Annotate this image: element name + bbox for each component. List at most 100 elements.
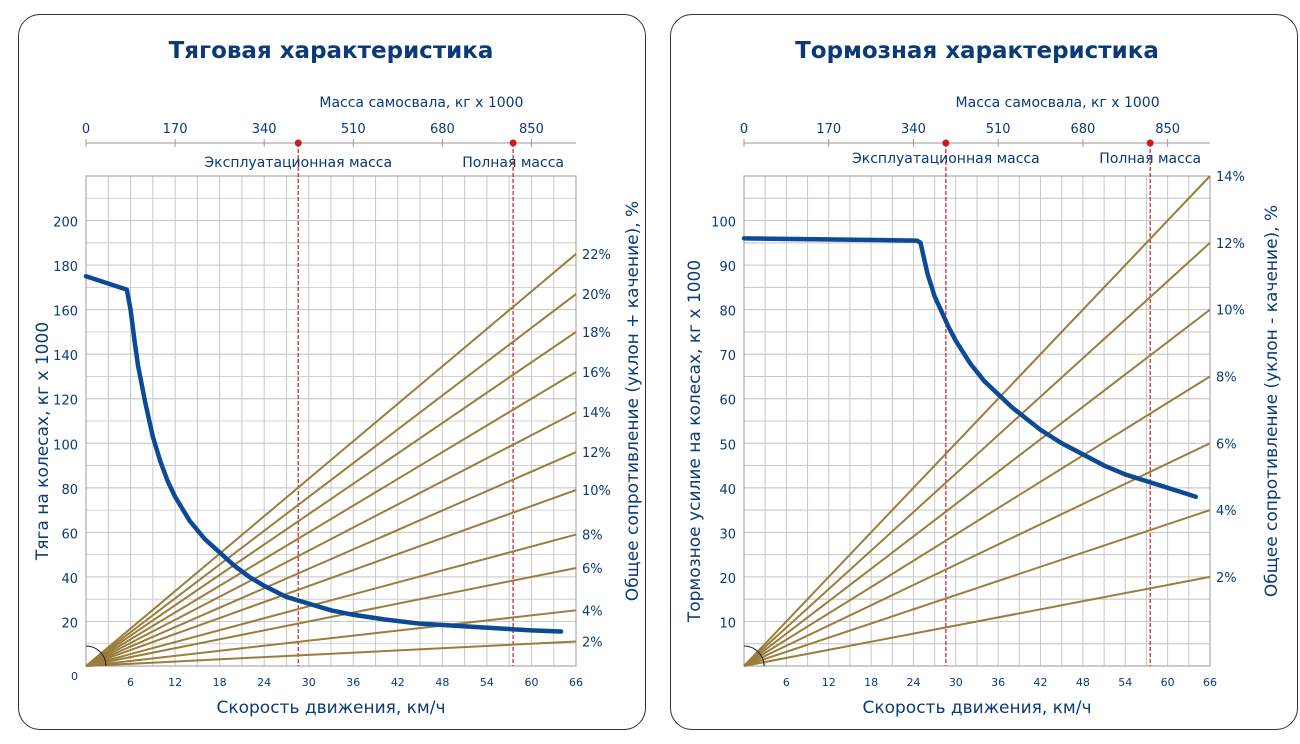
braking-x-tick-label: 60 (1161, 676, 1175, 689)
traction-curve (83, 273, 564, 634)
braking-resistance-line (743, 308, 1211, 667)
traction-x-tick-label: 54 (480, 676, 494, 689)
traction-plot-frame (85, 175, 577, 667)
braking-mass-marker-label: Эксплуатационная масса (852, 151, 1040, 167)
braking-resistance-line (743, 509, 1211, 667)
traction-resistance-label: 6% (582, 562, 603, 577)
traction-resistance-line (85, 331, 577, 667)
traction-resistance-line (85, 411, 577, 667)
braking-y-tick-label: 100 (711, 216, 736, 231)
braking-x-tick-label: 48 (1076, 676, 1090, 689)
braking-resistance-line (743, 242, 1211, 667)
braking-resistance-label: 8% (1216, 370, 1237, 385)
braking-x-tick-label: 30 (949, 676, 963, 689)
traction-mass-tick-label: 0 (82, 122, 90, 137)
braking-resistance-line (743, 375, 1211, 667)
traction-resistance-line (85, 371, 577, 667)
traction-y-tick-label: 200 (53, 216, 78, 231)
traction-resistance-line (85, 253, 577, 667)
braking-resistance-line (743, 575, 1211, 667)
traction-y-tick-label: 40 (61, 572, 78, 587)
braking-y-tick-label: 30 (719, 527, 736, 542)
braking-mass-axis-title: Масса самосвала, кг х 1000 (956, 95, 1160, 111)
traction-resistance-label: 8% (582, 529, 603, 544)
traction-y-tick-label: 0 (71, 670, 78, 683)
traction-y-tick-label: 160 (53, 305, 78, 320)
traction-resistance-line (85, 567, 577, 667)
traction-x-axis-title: Скорость движения, км/ч (216, 698, 445, 718)
braking-resistance-label: 6% (1216, 437, 1237, 452)
braking-y-tick-label: 80 (719, 305, 736, 320)
braking-x-tick-label: 6 (783, 676, 790, 689)
braking-resistance-line (743, 175, 1211, 667)
braking-mass-tick-label: 340 (901, 122, 926, 137)
traction-mass-tick-label: 340 (252, 122, 277, 137)
traction-x-tick-label: 24 (257, 676, 271, 689)
braking-x-tick-label: 18 (864, 676, 878, 689)
traction-resistance-label: 16% (582, 366, 611, 381)
braking-resistance-line (743, 442, 1211, 667)
traction-x-tick-label: 18 (213, 676, 227, 689)
traction-mass-marker-label: Полная масса (462, 155, 564, 171)
traction-mass-tick-label: 170 (163, 122, 188, 137)
braking-y-tick-label: 40 (719, 483, 736, 498)
braking-chart-title: Тормозная характеристика (795, 38, 1159, 64)
traction-x-tick-label: 36 (346, 676, 360, 689)
traction-x-tick-label: 42 (391, 676, 405, 689)
traction-x-tick-label: 60 (524, 676, 538, 689)
traction-mass-axis-title: Масса самосвала, кг х 1000 (319, 95, 523, 111)
braking-y-tick-label: 70 (719, 349, 736, 364)
braking-x-axis-title: Скорость движения, км/ч (862, 698, 1091, 718)
braking-mass-tick-label: 170 (816, 122, 841, 137)
braking-resistance-label: 12% (1216, 237, 1245, 252)
braking-chart-panel (670, 14, 1298, 730)
braking-y2-axis-title: Общее сопротивление (уклон - качение), % (1262, 205, 1282, 597)
traction-resistance-line (85, 533, 577, 667)
traction-resistance-line (85, 640, 577, 667)
traction-resistance-line (85, 609, 577, 667)
braking-y-tick-label: 60 (719, 394, 736, 409)
braking-x-tick-label: 12 (822, 676, 836, 689)
traction-resistance-label: 12% (582, 446, 611, 461)
braking-x-tick-label: 54 (1118, 676, 1132, 689)
traction-x-tick-label: 66 (569, 676, 583, 689)
braking-y-tick-label: 20 (719, 572, 736, 587)
traction-y-tick-label: 140 (53, 349, 78, 364)
braking-x-tick-label: 42 (1034, 676, 1048, 689)
traction-x-tick-label: 6 (127, 676, 134, 689)
braking-origin-arc (743, 645, 765, 667)
traction-resistance-line (85, 451, 577, 667)
traction-y-tick-label: 80 (61, 483, 78, 498)
traction-chart-title: Тяговая характеристика (169, 38, 494, 64)
braking-plot-frame (743, 175, 1211, 667)
braking-curve (741, 236, 1199, 499)
traction-mass-tick-label: 510 (341, 122, 366, 137)
traction-y-tick-label: 180 (53, 260, 78, 275)
traction-resistance-label: 4% (582, 604, 603, 619)
traction-resistance-label: 14% (582, 406, 611, 421)
traction-mass-tick-label: 850 (519, 122, 544, 137)
traction-x-tick-label: 30 (302, 676, 316, 689)
braking-mass-tick-label: 680 (1070, 122, 1095, 137)
braking-resistance-label: 2% (1216, 571, 1237, 586)
braking-mass-tick-label: 510 (986, 122, 1011, 137)
braking-y-tick-label: 10 (719, 616, 736, 631)
traction-y2-axis-title: Общее сопротивление (уклон + качение), % (623, 201, 643, 601)
traction-y-axis-title: Тяга на колесах, кг х 1000 (33, 322, 53, 561)
traction-resistance-label: 22% (582, 248, 611, 263)
traction-origin-arc (85, 645, 107, 667)
braking-resistance-label: 4% (1216, 504, 1237, 519)
traction-resistance-line (85, 489, 577, 667)
traction-resistance-label: 18% (582, 326, 611, 341)
braking-resistance-label: 10% (1216, 304, 1245, 319)
braking-y-axis-title: Тормозное усилие на колесах, кг х 1000 (685, 260, 705, 623)
traction-mass-marker-label: Эксплуатационная масса (204, 155, 392, 171)
braking-y-tick-label: 50 (719, 438, 736, 453)
traction-y-tick-label: 100 (53, 438, 78, 453)
braking-mass-tick-label: 850 (1155, 122, 1180, 137)
braking-x-tick-label: 66 (1203, 676, 1217, 689)
braking-mass-tick-label: 0 (740, 122, 748, 137)
braking-x-tick-label: 24 (906, 676, 920, 689)
traction-resistance-line (85, 293, 577, 667)
